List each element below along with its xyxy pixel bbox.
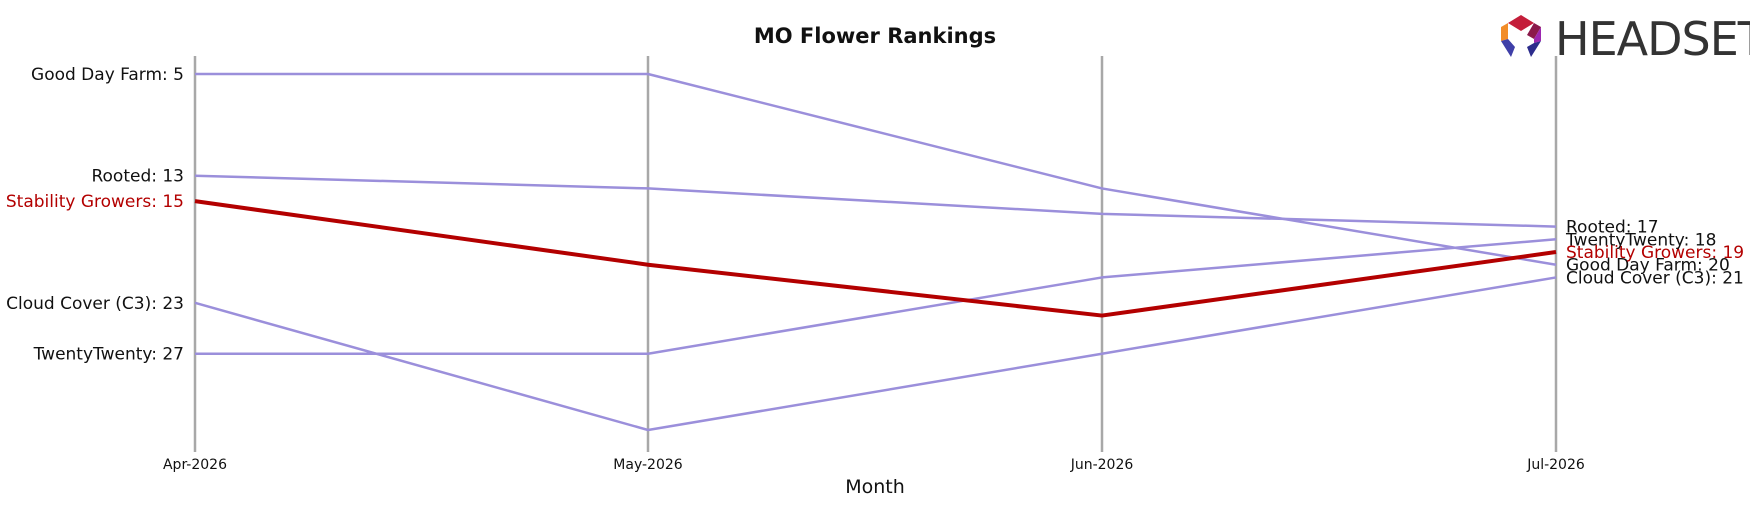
headset-logo: HEADSET xyxy=(1501,12,1750,66)
x-tick-label: Apr-2026 xyxy=(163,457,227,473)
series-line-rooted xyxy=(194,174,1557,228)
chart-title: MO Flower Rankings xyxy=(754,24,996,48)
start-label-good-day-farm: Good Day Farm: 5 xyxy=(31,65,184,85)
series-line-cloud-cover-c3 xyxy=(194,276,1557,432)
x-tick-label: May-2026 xyxy=(613,457,682,473)
x-axis-label: Month xyxy=(845,476,905,498)
series-line-stability-growers xyxy=(194,199,1557,318)
series-line-good-day-farm xyxy=(195,72,1557,266)
series-labels: Good Day Farm: 5 Good Day Farm: 20 Rooted:… xyxy=(6,65,1744,365)
start-label-twentytwenty: TwentyTwenty: 27 xyxy=(33,345,184,365)
end-label-good-day-farm: Good Day Farm: 20 xyxy=(1566,256,1730,276)
end-label-rooted: Rooted: 17 xyxy=(1566,218,1659,238)
end-label-twentytwenty: TwentyTwenty: 18 xyxy=(1565,230,1716,250)
start-label-rooted: Rooted: 13 xyxy=(91,167,184,187)
series-lines xyxy=(194,72,1557,432)
headset-logo-text: HEADSET xyxy=(1555,12,1750,66)
x-tick-label: Jun-2026 xyxy=(1070,457,1134,473)
end-label-stability-growers: Stability Growers: 19 xyxy=(1566,243,1744,263)
start-label-cloud-cover-c3: Cloud Cover (C3): 23 xyxy=(6,294,184,314)
headset-logo-icon xyxy=(1501,15,1541,57)
x-tick-labels: Apr-2026 May-2026 Jun-2026 Jul-2026 xyxy=(163,457,1585,473)
end-label-cloud-cover-c3: Cloud Cover (C3): 21 xyxy=(1566,268,1744,288)
series-line-twentytwenty xyxy=(195,238,1557,355)
x-tick-label: Jul-2026 xyxy=(1526,457,1585,473)
start-label-stability-growers: Stability Growers: 15 xyxy=(6,192,184,212)
